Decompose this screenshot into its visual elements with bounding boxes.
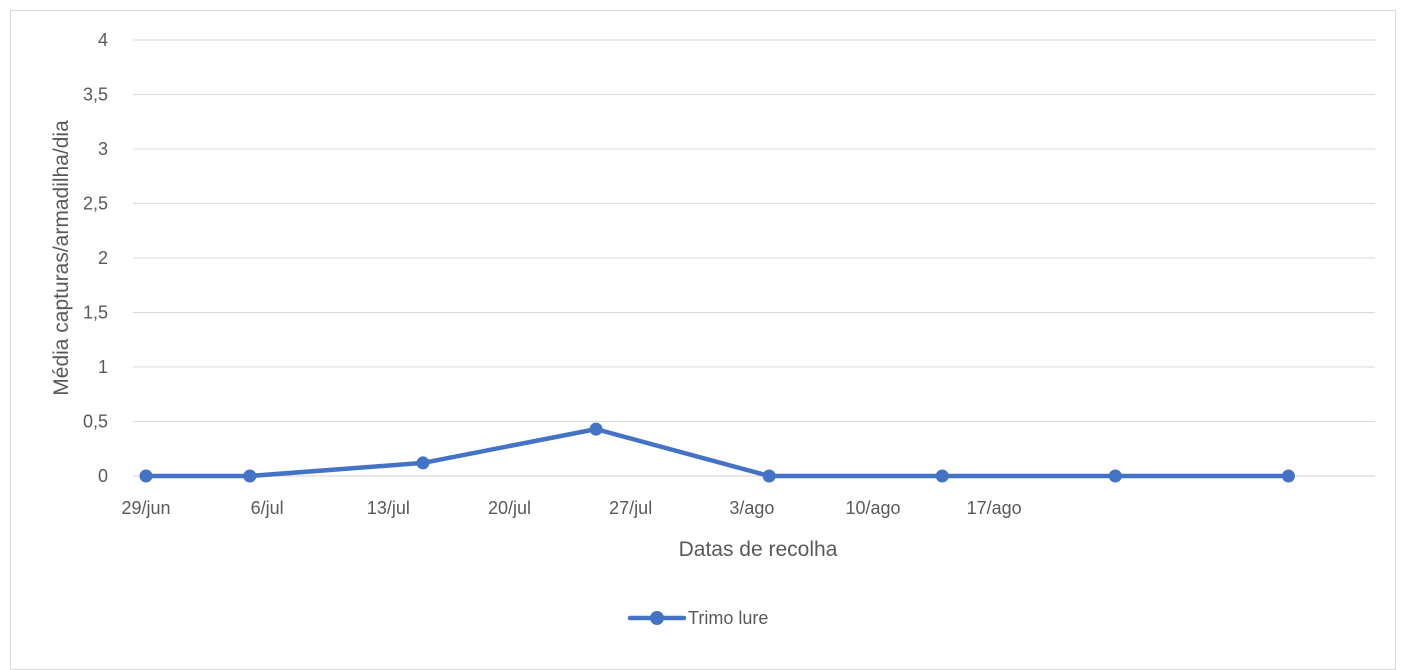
data-point: [935, 469, 949, 483]
y-tick-label: 0: [98, 466, 108, 486]
data-point: [416, 456, 430, 470]
x-tick-label: 10/ago: [845, 498, 900, 518]
x-tick-label: 27/jul: [609, 498, 652, 518]
x-tick-label: 13/jul: [367, 498, 410, 518]
x-tick-label: 3/ago: [729, 498, 774, 518]
line-chart: 0 0,5 1 1,5 2 2,5 3 3,5 4 29/jun 6/jul 13/jul 20/ju…: [50, 30, 1375, 628]
y-tick-label: 4: [98, 30, 108, 50]
y-tick-label: 3,5: [83, 85, 108, 105]
y-tick-labels: 0 0,5 1 1,5 2 2,5 3 3,5 4: [83, 30, 108, 486]
y-tick-label: 1: [98, 357, 108, 377]
data-point: [589, 422, 603, 436]
x-tick-label: 20/jul: [488, 498, 531, 518]
data-point: [1108, 469, 1122, 483]
y-tick-label: 2: [98, 248, 108, 268]
data-point: [1281, 469, 1295, 483]
y-axis-title: Média capturas/armadilha/dia: [50, 120, 73, 396]
series-group: [139, 422, 1295, 483]
x-tick-labels: 29/jun 6/jul 13/jul 20/jul 27/jul 3/ago 10/ago…: [121, 498, 1021, 518]
data-point: [139, 469, 153, 483]
x-tick-label: 6/jul: [251, 498, 284, 518]
y-tick-label: 1,5: [83, 303, 108, 323]
data-point: [243, 469, 257, 483]
chart-frame: [10, 10, 1396, 670]
legend-swatch-marker: [650, 611, 664, 625]
x-tick-label: 29/jun: [121, 498, 170, 518]
series-line: [143, 426, 1291, 479]
x-axis-title: Datas de recolha: [679, 538, 838, 561]
x-tick-label: 17/ago: [967, 498, 1022, 518]
y-tick-label: 3: [98, 139, 108, 159]
legend-label: Trimo lure: [688, 608, 768, 628]
legend: Trimo lure: [627, 608, 768, 628]
gridlines: [133, 39, 1375, 477]
y-tick-label: 2,5: [83, 194, 108, 214]
data-point: [762, 469, 776, 483]
y-tick-label: 0,5: [83, 412, 108, 432]
